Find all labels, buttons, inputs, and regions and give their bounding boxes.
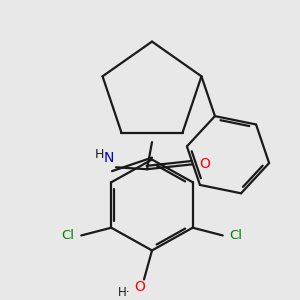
Text: O: O <box>199 158 210 171</box>
Text: H·: H· <box>118 286 130 299</box>
Text: H: H <box>94 148 104 161</box>
Text: N: N <box>104 151 114 165</box>
Text: O: O <box>135 280 146 294</box>
Text: Cl: Cl <box>61 229 74 242</box>
Text: Cl: Cl <box>230 229 243 242</box>
